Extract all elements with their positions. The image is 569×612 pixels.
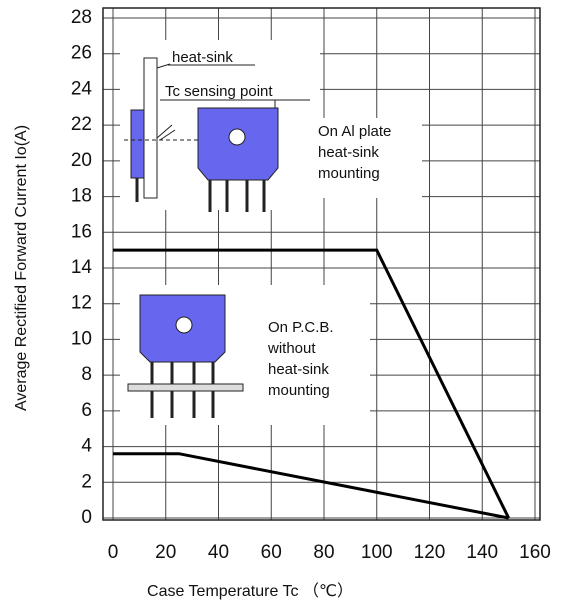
x-tick-label: 0 [108, 542, 119, 563]
plot-frame [102, 7, 541, 521]
y-tick-label: 8 [81, 364, 92, 385]
line [113, 452, 509, 520]
x-axis-title: Case Temperature Tc （℃） [147, 582, 353, 600]
y-tick-label: 26 [71, 43, 92, 64]
y-tick-label: 22 [71, 114, 92, 135]
annotation: heat-sink [318, 144, 379, 161]
y-tick-label: 4 [81, 436, 92, 457]
leads [208, 180, 266, 212]
y-tick-label: 16 [71, 221, 92, 242]
y-tick-label: 28 [71, 7, 92, 28]
y-tick-label: 0 [81, 507, 92, 528]
mount-hole [175, 316, 193, 334]
x-tick-label: 60 [261, 542, 282, 563]
inset-panel [312, 118, 422, 198]
x-tick-label: 100 [361, 542, 393, 563]
y-tick-label: 18 [71, 186, 92, 207]
line [113, 248, 510, 519]
annotation: Tc sensing point [165, 83, 273, 100]
annotation: On Al plate [318, 123, 391, 140]
y-tick-label: 12 [71, 293, 92, 314]
x-tick-label: 20 [155, 542, 176, 563]
annotation: mounting [318, 165, 380, 182]
y-tick-label: 14 [71, 257, 93, 278]
annotation: without [267, 340, 316, 357]
y-tick-label: 20 [71, 150, 92, 171]
y-tick-label: 6 [81, 400, 92, 421]
device-side [130, 109, 145, 179]
y-tick-label: 2 [81, 471, 92, 492]
leader [156, 63, 171, 69]
y-tick-label: 24 [71, 78, 93, 99]
x-tick-label: 120 [414, 542, 446, 563]
x-tick-label: 80 [313, 542, 334, 563]
x-tick-label: 40 [208, 542, 229, 563]
pcb [127, 383, 244, 392]
annotation: heat-sink [268, 361, 329, 378]
y-axis-title: Average Rectified Forward Current Io(A) [13, 125, 30, 411]
annotation: heat-sink [172, 49, 233, 66]
y-tick-label: 10 [71, 328, 92, 349]
x-tick-label: 160 [519, 542, 551, 563]
sensing-mark [156, 124, 176, 141]
annotation: mounting [268, 382, 330, 399]
heat-sink-plate [143, 57, 158, 199]
x-tick-label: 140 [466, 542, 498, 563]
annotation: On P.C.B. [268, 319, 334, 336]
mount-hole [228, 128, 246, 146]
